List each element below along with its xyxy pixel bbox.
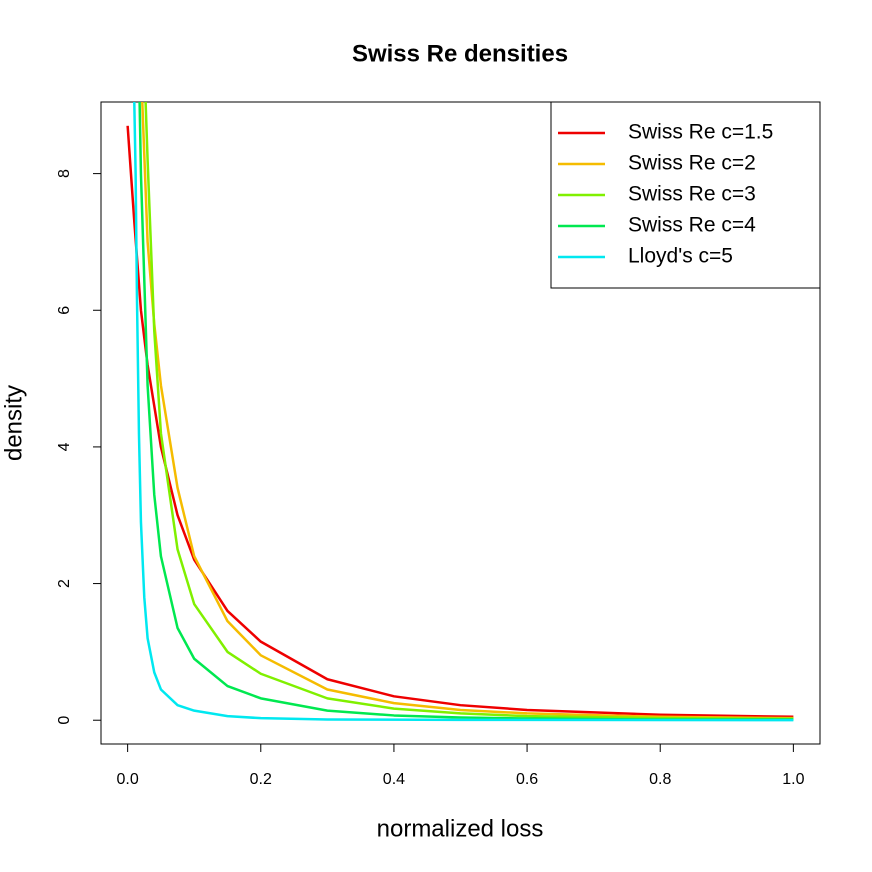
x-tick-label: 0.4 (383, 771, 405, 788)
y-tick-label: 4 (56, 442, 73, 451)
x-axis-label: normalized loss (377, 815, 544, 842)
x-tick-label: 1.0 (782, 771, 804, 788)
series-line (133, 102, 794, 722)
series-line (144, 102, 794, 721)
y-tick-label: 8 (56, 169, 73, 178)
x-tick-label: 0.8 (649, 771, 671, 788)
plot-area (126, 102, 794, 722)
y-axis-label: density (0, 385, 27, 461)
y-tick-label: 0 (56, 716, 73, 725)
legend-label: Swiss Re c=1.5 (628, 121, 773, 144)
x-tick-label: 0.0 (117, 771, 139, 788)
legend-label: Swiss Re c=2 (628, 152, 756, 175)
legend-label: Swiss Re c=3 (628, 183, 756, 206)
x-tick-label: 0.6 (516, 771, 538, 788)
chart-title: Swiss Re densities (352, 40, 568, 67)
x-tick-label: 0.2 (250, 771, 272, 788)
series-line (138, 102, 794, 721)
legend-label: Lloyd's c=5 (628, 245, 733, 268)
y-tick-label: 2 (56, 579, 73, 588)
legend-label: Swiss Re c=4 (628, 214, 756, 237)
y-tick-label: 6 (56, 306, 73, 315)
